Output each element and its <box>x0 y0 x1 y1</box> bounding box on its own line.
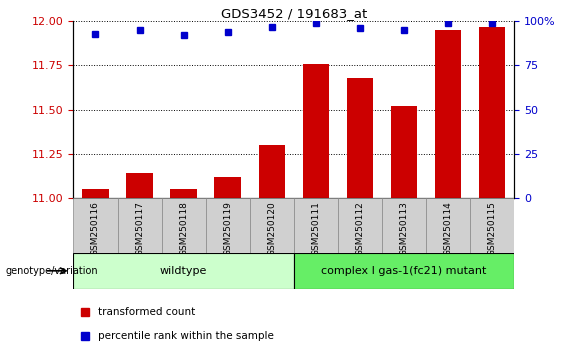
Bar <box>215 177 241 198</box>
Bar <box>206 198 250 253</box>
Bar <box>171 189 197 198</box>
Text: wildtype: wildtype <box>160 266 207 276</box>
Bar <box>338 198 382 253</box>
Bar <box>127 173 153 198</box>
Text: GSM250111: GSM250111 <box>311 201 320 256</box>
Bar <box>118 198 162 253</box>
Text: GSM250114: GSM250114 <box>444 201 453 256</box>
Bar <box>73 253 294 289</box>
Text: transformed count: transformed count <box>98 307 195 317</box>
Bar <box>82 189 108 198</box>
Bar <box>259 145 285 198</box>
Bar <box>250 198 294 253</box>
Bar <box>162 198 206 253</box>
Bar <box>470 198 514 253</box>
Text: GSM250117: GSM250117 <box>135 201 144 256</box>
Bar <box>73 198 118 253</box>
Bar <box>294 198 338 253</box>
Text: GSM250120: GSM250120 <box>267 201 276 256</box>
Text: GSM250112: GSM250112 <box>355 201 364 256</box>
Text: GSM250113: GSM250113 <box>399 201 408 256</box>
Title: GDS3452 / 191683_at: GDS3452 / 191683_at <box>221 7 367 20</box>
Bar <box>303 64 329 198</box>
Text: percentile rank within the sample: percentile rank within the sample <box>98 331 274 341</box>
Text: GSM250119: GSM250119 <box>223 201 232 256</box>
Text: GSM250118: GSM250118 <box>179 201 188 256</box>
Text: GSM250116: GSM250116 <box>91 201 100 256</box>
Text: GSM250115: GSM250115 <box>488 201 497 256</box>
Bar <box>479 27 505 198</box>
Text: genotype/variation: genotype/variation <box>6 266 98 276</box>
Bar <box>347 78 373 198</box>
Bar <box>294 253 514 289</box>
Bar <box>435 30 461 198</box>
Bar <box>382 198 426 253</box>
Bar <box>426 198 470 253</box>
Bar <box>391 106 417 198</box>
Text: complex I gas-1(fc21) mutant: complex I gas-1(fc21) mutant <box>321 266 486 276</box>
